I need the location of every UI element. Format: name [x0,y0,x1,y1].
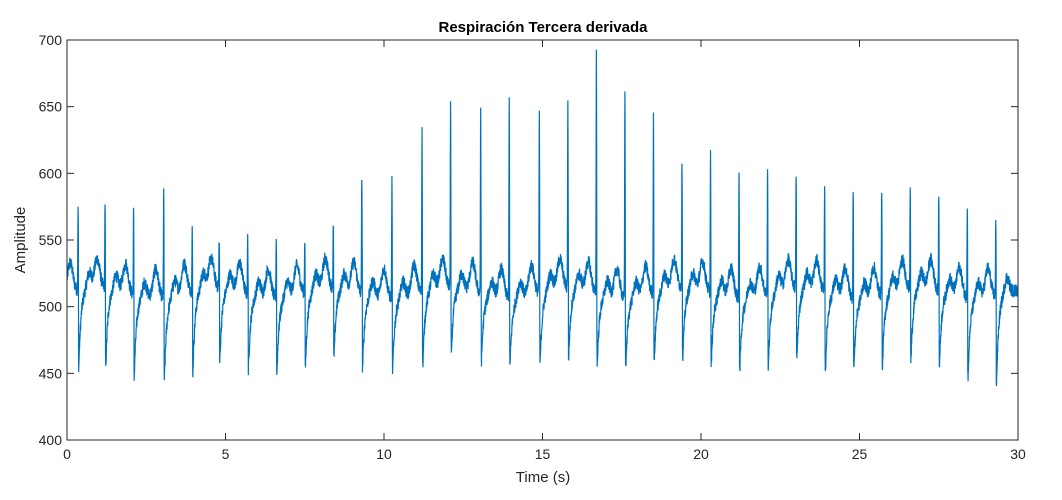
y-tick-label: 400 [39,432,63,448]
y-axis-label: Amplitude [12,207,29,274]
plot-area [66,49,1019,386]
x-tick-label: 5 [222,446,230,462]
x-tick-label: 25 [852,446,868,462]
y-tick-label: 450 [39,365,63,381]
x-tick-label: 20 [693,446,709,462]
x-axis-label: Time (s) [516,469,570,486]
axes-frame [66,39,1019,441]
x-tick-label: 15 [535,446,551,462]
x-tick-label: 10 [376,446,392,462]
y-tick-label: 500 [39,299,63,315]
y-tick-label: 650 [39,99,63,115]
y-tick-label: 600 [39,165,63,181]
x-tick-label: 30 [1010,446,1026,462]
chart-title: Respiración Tercera derivada [439,19,649,36]
series-line [66,49,1019,386]
y-axis: 400 450 500 550 600 650 700 [39,32,1018,448]
x-tick-label: 0 [63,446,71,462]
y-tick-label: 700 [39,32,63,48]
x-axis: 0 5 10 15 20 25 30 [63,40,1026,462]
y-tick-label: 550 [39,232,63,248]
